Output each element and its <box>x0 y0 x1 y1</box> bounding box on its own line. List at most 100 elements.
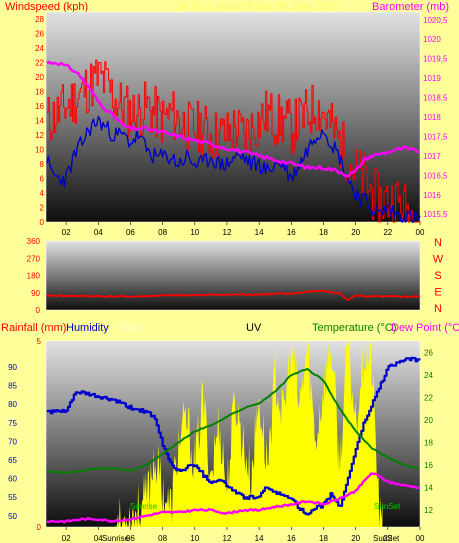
direction-y-tick: 180 <box>27 272 41 281</box>
temperature-y-tick: 26 <box>424 348 433 357</box>
direction-y-tick: 90 <box>31 289 40 298</box>
rainfall-y-tick: 0 <box>37 523 42 532</box>
wind-x-tick: 10 <box>190 228 199 237</box>
uv-label: UV <box>246 322 262 334</box>
weather-x-tick: 04 <box>94 534 103 543</box>
rainfall-y-tick: 5 <box>37 337 42 346</box>
wind-x-tick: 04 <box>94 228 103 237</box>
wind-average-line <box>46 115 421 223</box>
wind-x-tick: 16 <box>287 228 296 237</box>
temperature-y-tick: 16 <box>424 461 433 470</box>
humidity-y-tick: 55 <box>8 493 17 502</box>
windspeed-label: Windspeed (kph) <box>5 1 88 13</box>
dewpoint-line <box>46 472 420 524</box>
direction-y-tick: 270 <box>27 254 41 263</box>
wind-y-tick: 0 <box>40 218 45 227</box>
temperature-y-tick: 22 <box>424 393 433 402</box>
baro-y-tick: 1019,5 <box>423 55 448 64</box>
wind-y-tick: 24 <box>35 44 44 53</box>
wind-y-tick: 26 <box>35 30 44 39</box>
wind-y-tick: 4 <box>40 189 45 198</box>
humidity-y-tick: 65 <box>8 456 17 465</box>
wind-direction-line <box>46 289 421 301</box>
humidity-y-tick: 60 <box>8 475 17 484</box>
baro-y-tick: 1018 <box>423 113 441 122</box>
barometer-label: Barometer (mb) <box>372 1 449 13</box>
wind-y-tick: 6 <box>40 175 45 184</box>
direction-letter: N <box>434 303 442 315</box>
humidity-y-tick: 90 <box>8 363 17 372</box>
weather-x-tick: 14 <box>255 534 264 543</box>
weather-x-tick: 10 <box>190 534 199 543</box>
direction-letter: S <box>434 270 441 282</box>
weather-x-tick: 00 <box>416 534 425 543</box>
direction-letter: W <box>433 254 444 266</box>
baro-y-tick: 1018,5 <box>423 94 448 103</box>
humidity-y-tick: 70 <box>8 437 17 446</box>
sunrise-axis-label: Sunrise <box>102 534 130 543</box>
weather-x-tick: 12 <box>223 534 232 543</box>
humidity-label: Humidity <box>66 322 109 334</box>
baro-y-tick: 1016,5 <box>423 171 448 180</box>
wind-x-tick: 22 <box>383 228 392 237</box>
solar-label: Solar <box>117 322 143 334</box>
weather-x-tick: 18 <box>319 534 328 543</box>
wind-y-tick: 18 <box>35 88 44 97</box>
barometer-line <box>46 60 420 178</box>
humidity-line <box>46 356 421 516</box>
rainfall-label: Rainfall (mm) <box>1 322 66 334</box>
wind-x-tick: 00 <box>416 228 425 237</box>
direction-letter: E <box>434 287 441 299</box>
wind-x-tick: 02 <box>62 228 71 237</box>
wind-x-tick: 14 <box>255 228 264 237</box>
temperature-y-tick: 12 <box>424 506 433 515</box>
wind-y-tick: 8 <box>40 160 45 169</box>
temperature-label: Temperature (°C) <box>312 322 396 334</box>
temperature-y-tick: 18 <box>424 438 433 447</box>
humidity-y-tick: 50 <box>8 512 17 521</box>
dewpoint-label: Dew Point (°C) <box>391 322 459 334</box>
wind-x-tick: 18 <box>319 228 328 237</box>
humidity-y-tick: 75 <box>8 419 17 428</box>
weather-x-tick: 22 <box>383 534 392 543</box>
wind-x-tick: 08 <box>158 228 167 237</box>
baro-y-tick: 1015,5 <box>423 210 448 219</box>
sunset-label: SunSet <box>374 502 401 511</box>
wind-y-tick: 28 <box>35 15 44 24</box>
solar-area <box>116 341 383 527</box>
temperature-y-tick: 24 <box>424 371 433 380</box>
baro-y-tick: 1016 <box>423 191 441 200</box>
direction-y-tick: 0 <box>36 306 41 315</box>
weather-x-tick: 08 <box>158 534 167 543</box>
temperature-line <box>46 367 419 475</box>
baro-y-tick: 1019 <box>423 74 441 83</box>
weather-x-tick: 16 <box>287 534 296 543</box>
direction-y-tick: 360 <box>27 237 41 246</box>
baro-y-tick: 1017 <box>423 152 441 161</box>
baro-y-tick: 1017,5 <box>423 132 448 141</box>
baro-y-tick: 1020 <box>423 35 441 44</box>
wind-y-tick: 20 <box>35 73 44 82</box>
graph-title: 24 hour graph from: 08 July 2022 <box>176 1 338 13</box>
sunrise-label: Sunrise <box>130 502 158 511</box>
direction-letter: N <box>434 237 442 249</box>
wind-y-tick: 14 <box>35 117 44 126</box>
wind-y-tick: 16 <box>35 102 44 111</box>
temperature-y-tick: 20 <box>424 416 433 425</box>
weather-x-tick: 06 <box>126 534 135 543</box>
wind-y-tick: 2 <box>40 204 45 213</box>
weather-x-tick: 20 <box>351 534 360 543</box>
wind-y-tick: 10 <box>35 146 44 155</box>
wind-x-tick: 20 <box>351 228 360 237</box>
sunset-axis-label: SunSet <box>373 534 400 543</box>
wind-x-tick: 12 <box>223 228 232 237</box>
humidity-y-tick: 80 <box>8 400 17 409</box>
temperature-y-tick: 14 <box>424 484 433 493</box>
humidity-y-tick: 85 <box>8 382 17 391</box>
direction-plot-area <box>45 240 421 311</box>
wind-x-tick: 06 <box>126 228 135 237</box>
wind-y-tick: 22 <box>35 59 44 68</box>
baro-y-tick: 1020,5 <box>423 16 448 25</box>
wind-y-tick: 12 <box>35 131 44 140</box>
